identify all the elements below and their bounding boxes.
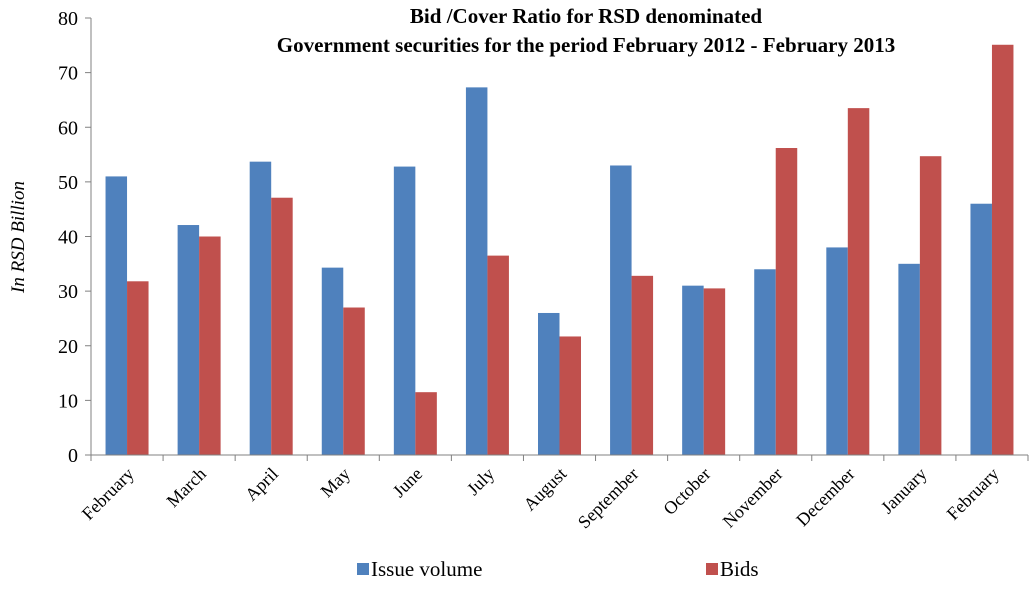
bars-group xyxy=(105,44,1014,456)
bar-bids xyxy=(847,108,870,455)
y-tick-label: 30 xyxy=(58,281,78,303)
x-tick-label: October xyxy=(659,464,714,519)
y-tick-label: 70 xyxy=(58,63,78,85)
bar-issue-volume xyxy=(177,225,200,455)
x-tick-label: June xyxy=(389,464,426,501)
x-tick-label: July xyxy=(463,464,498,499)
bar-issue-volume xyxy=(826,247,848,455)
bar-bids xyxy=(415,392,437,455)
x-tick-label: February xyxy=(78,464,138,524)
bar-issue-volume xyxy=(754,269,776,455)
x-tick-label: September xyxy=(574,464,643,533)
bar-issue-volume xyxy=(393,166,416,455)
legend-swatch-bids xyxy=(706,563,718,575)
y-tick-label: 60 xyxy=(58,117,78,139)
chart-title-line-1: Bid /Cover Ratio for RSD denominated xyxy=(410,4,762,28)
legend: Issue volume Bids xyxy=(357,557,759,581)
bar-bids xyxy=(343,307,365,455)
y-axis: 0 10 20 30 40 50 60 70 80 xyxy=(58,8,92,467)
x-tick-label: December xyxy=(792,464,858,530)
y-tick-label: 40 xyxy=(58,227,78,249)
bar-issue-volume xyxy=(682,285,704,455)
x-tick-label: January xyxy=(877,464,931,518)
bar-bids xyxy=(703,288,726,455)
chart-title-line-2: Government securities for the period Feb… xyxy=(277,33,895,57)
bar-issue-volume xyxy=(538,312,560,455)
bar-issue-volume xyxy=(610,165,632,456)
bar-issue-volume xyxy=(465,87,488,455)
bar-bids xyxy=(487,255,509,455)
bar-issue-volume xyxy=(321,267,344,455)
legend-label-bids: Bids xyxy=(720,557,759,581)
y-tick-label: 10 xyxy=(58,390,78,412)
y-tick-label: 80 xyxy=(58,8,78,30)
y-tick-label: 20 xyxy=(58,336,78,358)
x-axis: February March April May June July August Septe… xyxy=(78,454,1029,533)
bar-bids xyxy=(127,281,149,455)
y-axis-label: In RSD Billion xyxy=(8,181,29,294)
chart-title: Bid /Cover Ratio for RSD denominated Gov… xyxy=(277,4,895,57)
x-tick-label: March xyxy=(163,464,210,511)
bar-issue-volume xyxy=(898,263,920,455)
legend-label-issue-volume: Issue volume xyxy=(371,557,482,581)
bar-bids xyxy=(199,236,221,455)
y-tick-label: 0 xyxy=(68,445,78,467)
bar-bids xyxy=(559,336,581,455)
bar-bids xyxy=(775,148,798,455)
x-tick-label: November xyxy=(719,464,787,532)
bar-bids xyxy=(991,44,1014,456)
bar-issue-volume xyxy=(105,176,128,455)
bar-bids xyxy=(631,275,654,455)
bar-issue-volume xyxy=(970,203,992,455)
bar-bids xyxy=(919,156,942,456)
x-tick-label: April xyxy=(241,464,282,505)
bar-bids xyxy=(271,197,293,455)
bar-issue-volume xyxy=(249,161,272,455)
x-tick-label: February xyxy=(943,464,1003,524)
x-tick-label: August xyxy=(519,464,570,515)
x-tick-label: May xyxy=(317,464,354,501)
y-tick-label: 50 xyxy=(58,172,78,194)
legend-swatch-issue-volume xyxy=(357,563,369,575)
